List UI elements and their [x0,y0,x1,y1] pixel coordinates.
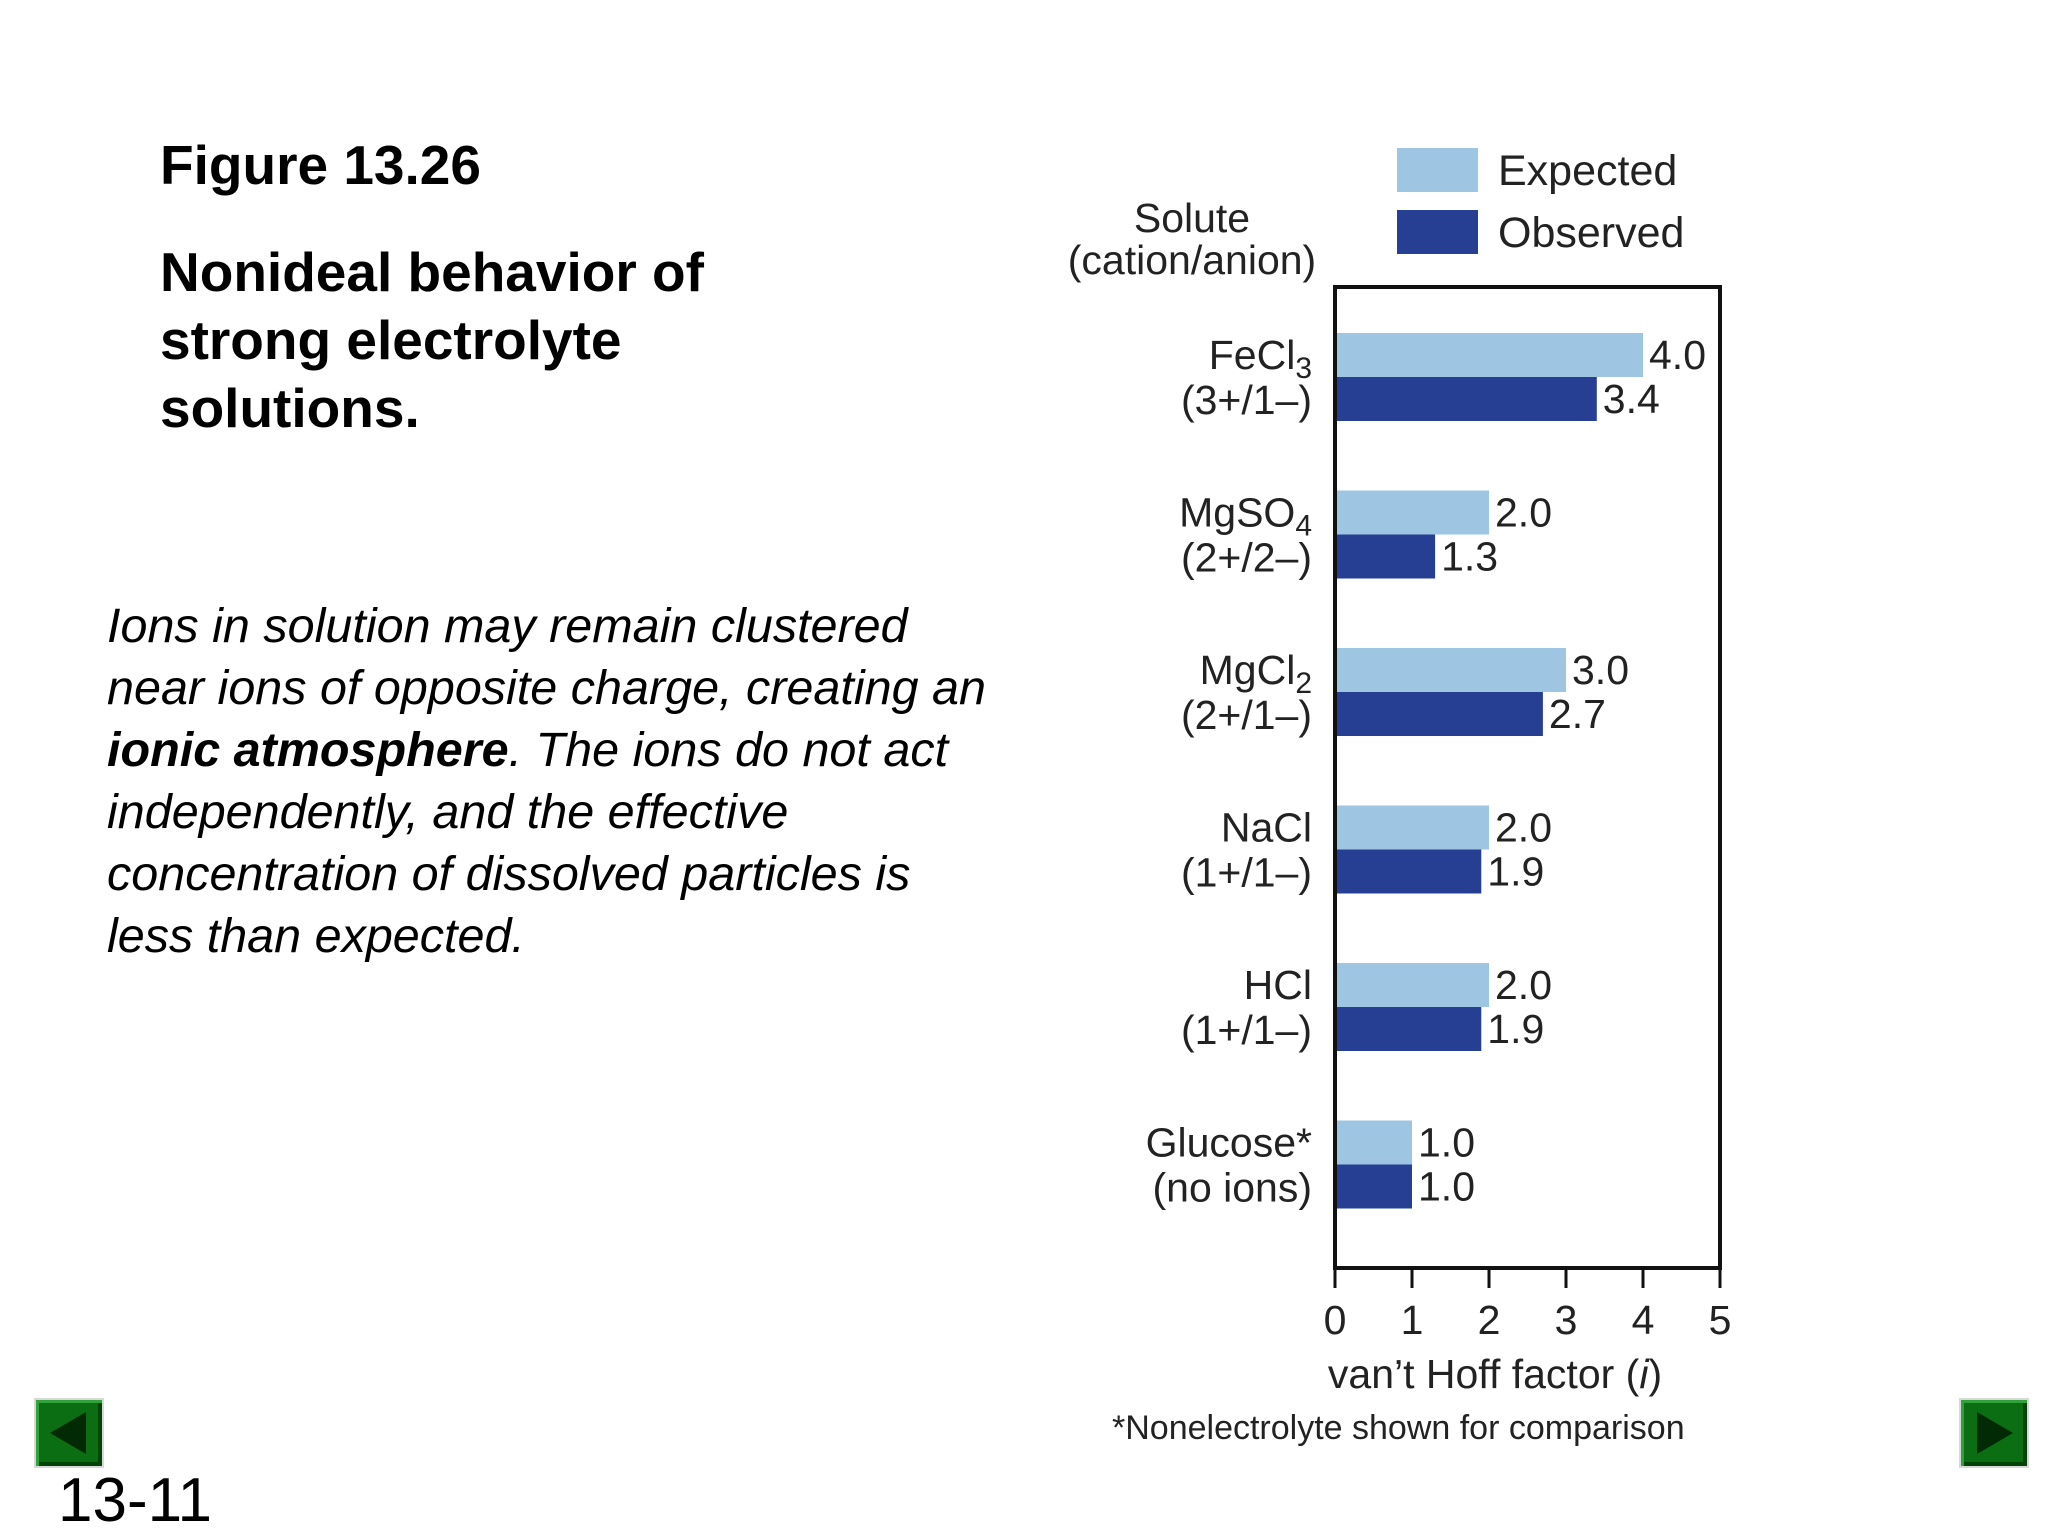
bar-expected [1335,805,1489,850]
caption-part-1: Ions in solution may remain clustered ne… [107,599,986,715]
x-tick-label: 0 [1324,1297,1347,1343]
data-label-expected: 4.0 [1649,332,1706,378]
bar-expected [1335,1120,1412,1165]
bar-expected [1335,648,1566,692]
legend-swatch-expected [1397,148,1478,192]
data-label-observed: 1.9 [1487,849,1544,895]
previous-slide-button[interactable] [34,1398,104,1468]
bar-observed [1335,1164,1412,1209]
category-label: HCl [1244,962,1312,1008]
data-label-observed: 1.0 [1418,1164,1475,1210]
data-label-observed: 1.9 [1487,1006,1544,1052]
bar-expected [1335,490,1489,535]
slide-number: 13-11 [58,1466,212,1535]
legend-label-observed: Observed [1498,209,1684,257]
bar-expected [1335,333,1643,377]
category-ion-label: (2+/2–) [1181,535,1312,581]
category-label: MgCl2 [1200,647,1312,700]
figure-title: Figure 13.26 [160,134,481,196]
x-tick-label: 4 [1632,1297,1655,1343]
x-tick-label: 2 [1478,1297,1501,1343]
legend-swatch-observed [1397,210,1478,254]
category-label: MgSO4 [1179,490,1312,543]
x-tick-label: 3 [1555,1297,1578,1343]
x-tick-label: 1 [1401,1297,1424,1343]
vant-hoff-bar-chart: ExpectedObservedSolute(cation/anion)4.03… [1068,147,1732,1447]
x-tick-label: 5 [1709,1297,1732,1343]
chart-footnote: *Nonelectrolyte shown for comparison [1112,1409,1685,1447]
data-label-expected: 2.0 [1495,805,1552,851]
plot-frame [1333,285,1722,1270]
data-label-expected: 2.0 [1495,490,1552,536]
bar-observed [1335,849,1482,894]
category-header-line: (cation/anion) [1068,237,1316,283]
triangle-right-icon [1977,1412,2013,1454]
x-axis-title: van’t Hoff factor (i) [1328,1351,1662,1397]
figure-subtitle: Nonideal behavior of strong electrolyte … [160,241,704,439]
bar-observed [1335,377,1597,421]
data-label-expected: 3.0 [1572,647,1629,693]
data-label-observed: 1.3 [1441,534,1498,580]
category-label: FeCl3 [1209,332,1312,385]
data-label-observed: 2.7 [1549,691,1606,737]
category-ion-label: (2+/1–) [1181,692,1312,738]
category-ion-label: (3+/1–) [1181,377,1312,423]
category-ion-label: (1+/1–) [1181,1007,1312,1053]
caption-part-2: . The ions do not act independently, and… [107,723,949,963]
triangle-left-icon [50,1412,86,1454]
bar-observed [1335,534,1436,579]
category-ion-label: (no ions) [1152,1165,1312,1211]
data-label-expected: 1.0 [1418,1120,1475,1166]
category-ion-label: (1+/1–) [1181,850,1312,896]
next-slide-button[interactable] [1959,1398,2029,1468]
caption-text: Ions in solution may remain clustered ne… [107,595,1007,967]
data-label-expected: 2.0 [1495,962,1552,1008]
legend-label-expected: Expected [1498,147,1677,195]
category-label: NaCl [1221,805,1312,851]
bar-observed [1335,1007,1482,1051]
bar-observed [1335,692,1543,736]
caption-emphasis: ionic atmosphere [107,723,509,777]
category-header-line: Solute [1134,195,1250,241]
data-label-observed: 3.4 [1603,376,1660,422]
category-label: Glucose* [1146,1120,1312,1166]
bar-expected [1335,963,1489,1007]
